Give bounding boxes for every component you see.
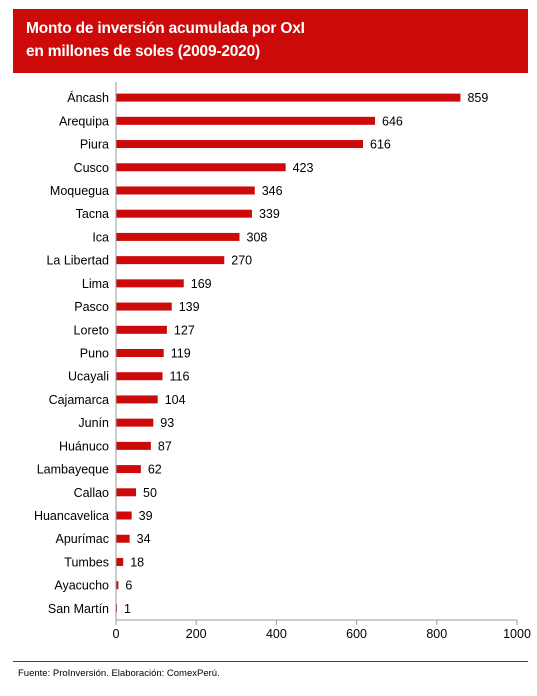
category-label: Huancavelica (34, 509, 109, 523)
bar (116, 93, 461, 102)
category-label: Huánuco (59, 439, 109, 453)
bar (116, 140, 364, 149)
category-label: Junín (78, 416, 109, 430)
bar (116, 256, 225, 265)
data-label: 93 (160, 416, 174, 430)
category-label: Loreto (74, 323, 109, 337)
bar (116, 209, 252, 218)
chart-title-line-1: Monto de inversión acumulada por OxI (26, 20, 305, 37)
bar (116, 116, 376, 125)
data-label: 116 (170, 370, 190, 384)
data-label: 859 (467, 91, 488, 105)
category-label: Cusco (74, 161, 109, 175)
x-tick-label: 200 (186, 627, 207, 641)
chart-title-banner: Monto de inversión acumulada por OxI en … (13, 9, 528, 73)
category-label: La Libertad (46, 254, 109, 268)
data-label: 616 (370, 138, 391, 152)
category-label: Ucayali (68, 370, 109, 384)
footer-divider (13, 661, 528, 662)
data-label: 6 (125, 579, 132, 593)
data-label: 119 (171, 347, 191, 361)
x-tick-label: 0 (113, 627, 120, 641)
x-tick-label: 800 (426, 627, 447, 641)
category-label: Moquegua (50, 184, 109, 198)
data-label: 50 (143, 486, 157, 500)
category-label: Lambayeque (37, 463, 109, 477)
x-tick-label: 1000 (503, 627, 531, 641)
category-label: Callao (74, 486, 109, 500)
bar (116, 511, 132, 520)
category-label: Cajamarca (49, 393, 109, 407)
bar (116, 395, 158, 404)
data-label: 646 (382, 114, 403, 128)
data-label: 339 (259, 207, 280, 221)
bar (116, 349, 164, 357)
bar-chart: Áncash 859 Arequipa 646 Piura 616 Cusco 423 Moqu… (34, 82, 531, 641)
bar (116, 488, 137, 497)
bar (116, 418, 154, 427)
category-label: Puno (80, 347, 109, 361)
data-label: 346 (262, 184, 283, 198)
category-label: Lima (82, 277, 109, 291)
data-label: 270 (231, 254, 252, 268)
bar (116, 372, 163, 381)
category-label: Apurímac (56, 532, 110, 546)
category-label: Ica (92, 230, 109, 244)
bar (116, 325, 167, 334)
category-label: Tacna (76, 207, 109, 221)
category-label: Ayacucho (54, 579, 109, 593)
x-tick-label: 400 (266, 627, 287, 641)
chart-title-line-2: en millones de soles (2009-2020) (26, 43, 260, 60)
data-label: 308 (247, 230, 268, 244)
bar (116, 163, 286, 172)
category-label: Piura (80, 138, 109, 152)
data-label: 139 (179, 300, 200, 314)
bar (116, 557, 124, 566)
bar (116, 186, 255, 195)
data-label: 423 (293, 161, 314, 175)
data-label: 87 (158, 439, 172, 453)
data-label: 18 (130, 555, 144, 569)
bar (116, 232, 240, 241)
category-label: Áncash (67, 90, 109, 105)
bar (116, 279, 184, 288)
data-label: 39 (139, 509, 153, 523)
data-label: 127 (174, 323, 195, 337)
bar (116, 581, 119, 590)
data-label: 1 (124, 602, 131, 616)
bar (116, 302, 172, 311)
x-tick-label: 600 (346, 627, 367, 641)
bar (116, 441, 151, 450)
data-label: 104 (165, 393, 186, 407)
data-label: 62 (148, 463, 162, 477)
bar (116, 465, 141, 474)
source-note: Fuente: ProInversión. Elaboración: Comex… (18, 668, 220, 679)
data-label: 34 (137, 532, 151, 546)
data-label: 169 (191, 277, 212, 291)
bar (116, 534, 130, 543)
category-label: Tumbes (64, 555, 109, 569)
category-label: Arequipa (59, 114, 109, 128)
category-label: San Martín (48, 602, 109, 616)
category-label: Pasco (74, 300, 109, 314)
